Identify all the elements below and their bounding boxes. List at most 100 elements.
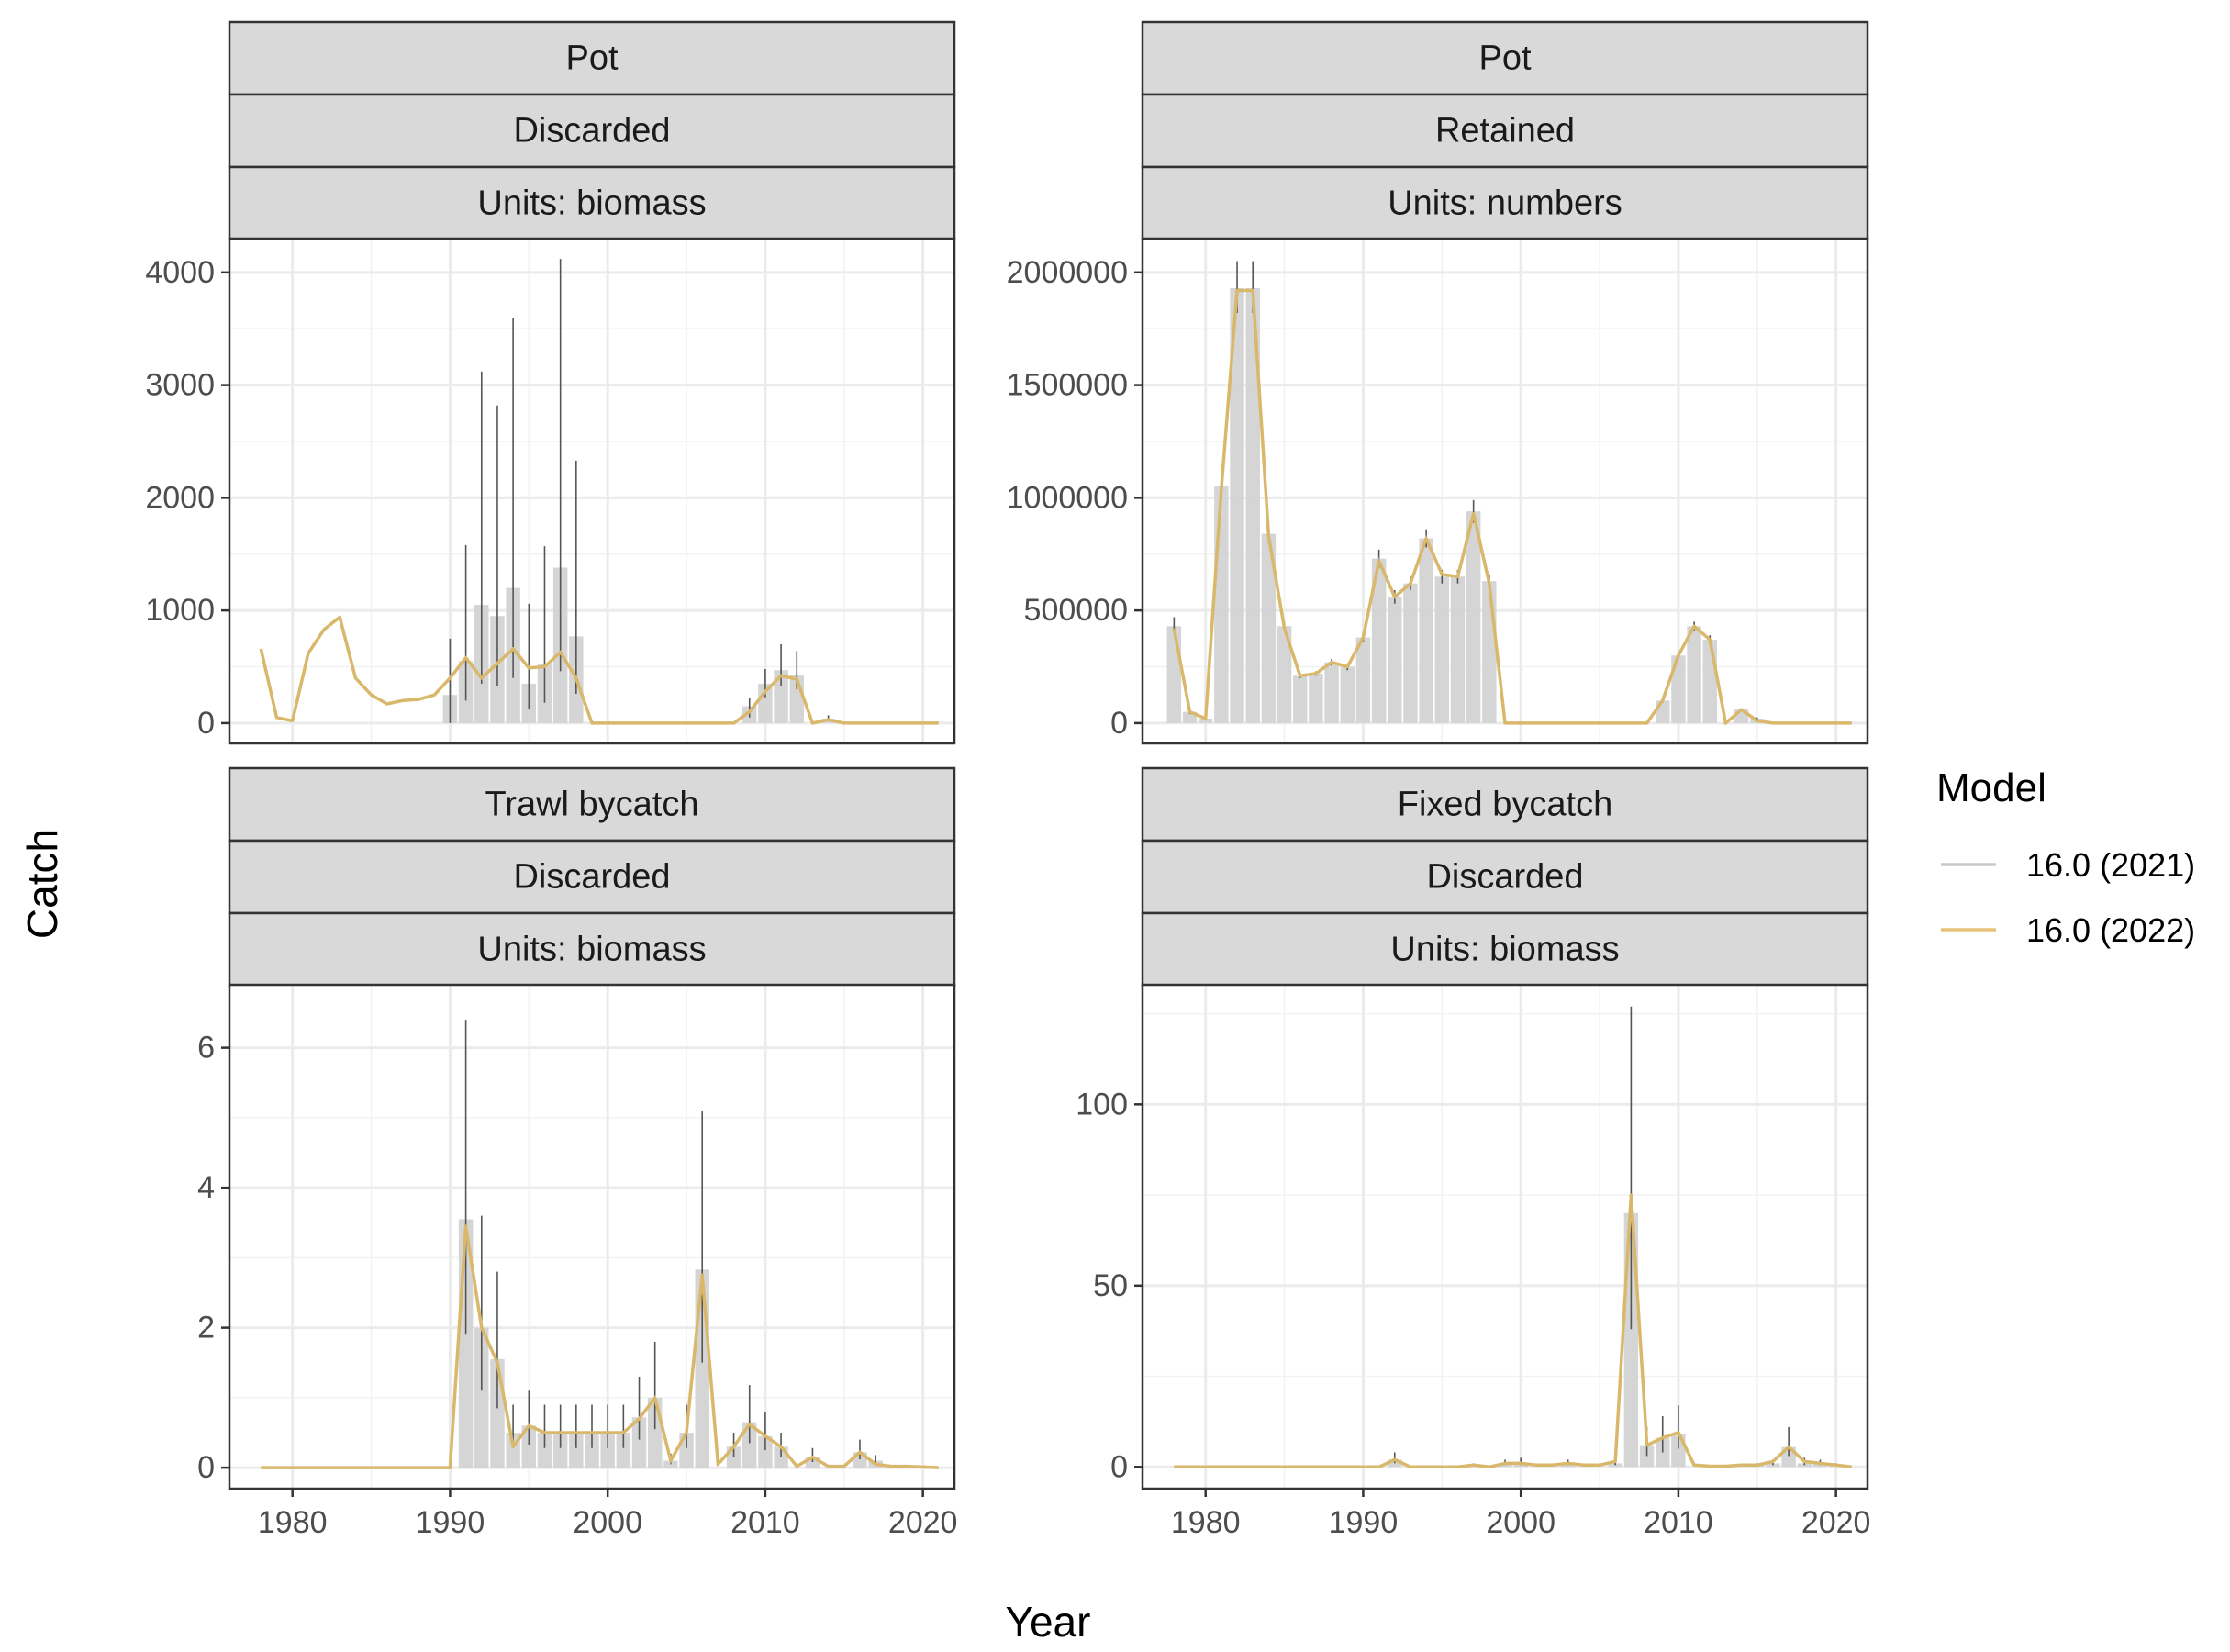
bar-2002 <box>631 1417 647 1468</box>
panel-border <box>1141 237 1869 745</box>
y-tick-label: 2000 <box>145 480 215 515</box>
strip-1 <box>228 766 956 843</box>
strip-1 <box>1141 20 1869 96</box>
strip-label-3: Units: biomass <box>477 931 706 969</box>
strip-2 <box>1141 93 1869 169</box>
bar-1992 <box>1388 597 1402 723</box>
strip-label-3: Units: biomass <box>1390 931 1619 969</box>
bar-1998 <box>1482 581 1497 723</box>
legend-title: Model <box>1936 765 2046 810</box>
bar-2009 <box>1656 1437 1670 1468</box>
x-tick-label: 1980 <box>258 1505 328 1540</box>
bar-2008 <box>1639 1445 1655 1468</box>
bar-2000 <box>600 1433 615 1468</box>
bar-1980 <box>1198 718 1213 723</box>
y-tick-label: 4000 <box>145 255 215 290</box>
bar-1985 <box>1277 626 1292 723</box>
y-tick-label: 0 <box>1110 1449 1128 1484</box>
y-tick-label: 0 <box>197 706 215 741</box>
series-line-2022 <box>1172 288 1852 725</box>
y-tick-label: 0 <box>1110 706 1128 741</box>
bar-1991 <box>1371 558 1387 723</box>
bar-2010 <box>1671 655 1686 723</box>
strip-2 <box>228 93 956 169</box>
y-tick-label: 1000000 <box>1007 480 1128 515</box>
bar-1993 <box>1403 583 1418 723</box>
bar-1978 <box>1166 626 1182 723</box>
strip-3 <box>228 165 956 241</box>
panel-3: Trawl bycatch Discarded Units: biomass 0 2 4 6… <box>197 766 958 1540</box>
x-tick-label: 2010 <box>730 1505 800 1540</box>
bar-1982 <box>1230 288 1244 723</box>
legend-label-2021: 16.0 (2021) <box>2026 846 2195 884</box>
series-line-2022 <box>261 1224 939 1469</box>
bar-2009 <box>1656 700 1670 723</box>
y-tick-label: 1000 <box>145 593 215 628</box>
bar-1988 <box>1324 662 1339 723</box>
strip-2 <box>1141 839 1869 915</box>
y-axis-title: Catch <box>18 829 66 939</box>
legend-label-2022: 16.0 (2022) <box>2026 911 2195 949</box>
y-tick-label: 100 <box>1076 1087 1128 1122</box>
bar-2001 <box>616 1433 631 1468</box>
bar-1989 <box>1340 666 1355 723</box>
strip-label-2: Discarded <box>513 112 670 151</box>
panel-border <box>228 983 956 1490</box>
y-tick-label: 2 <box>197 1311 215 1345</box>
bar-2010 <box>758 1435 773 1468</box>
y-tick-label: 4 <box>197 1170 215 1205</box>
strip-label-1: Pot <box>1478 39 1531 78</box>
panel-plot-area <box>229 239 954 743</box>
bar-2012 <box>1702 640 1717 723</box>
bar-2013 <box>805 1457 820 1468</box>
bar-2011 <box>1687 626 1701 723</box>
strip-3 <box>228 911 956 988</box>
strip-3 <box>1141 165 1869 241</box>
bar-1994 <box>1419 538 1433 723</box>
bar-1996 <box>537 1433 552 1468</box>
panel-plot-area <box>1143 985 1868 1489</box>
bar-1986 <box>1293 675 1308 723</box>
strip-label-1: Pot <box>565 39 618 78</box>
y-tick-label: 2000000 <box>1007 255 1128 290</box>
strip-label-2: Retained <box>1435 112 1575 151</box>
x-axis-title: Year <box>1006 1598 1091 1646</box>
y-tick-label: 1500000 <box>1007 368 1128 403</box>
y-tick-label: 0 <box>197 1450 215 1485</box>
legend: Model 16.0 (2021) 16.0 (2022) <box>1936 765 2195 949</box>
bar-2011 <box>774 670 788 723</box>
strip-label-3: Units: biomass <box>477 184 706 223</box>
bar-1995 <box>521 1425 537 1468</box>
y-tick-label: 6 <box>197 1031 215 1066</box>
strip-label-3: Units: numbers <box>1388 184 1622 223</box>
strip-3 <box>1141 911 1869 988</box>
bar-1984 <box>1261 533 1277 723</box>
bar-1990 <box>1355 637 1371 723</box>
bar-1998 <box>569 1433 584 1468</box>
bar-1992 <box>474 1327 489 1468</box>
plot-background <box>1143 985 1868 1489</box>
bar-1997 <box>1466 511 1481 723</box>
x-tick-label: 2020 <box>888 1505 958 1540</box>
panel-border <box>1141 983 1869 1490</box>
bar-1983 <box>1245 288 1260 723</box>
bar-2009 <box>742 1422 757 1468</box>
x-tick-label: 1980 <box>1171 1505 1241 1540</box>
plot-background <box>229 239 954 743</box>
x-tick-label: 1990 <box>1329 1505 1399 1540</box>
panel-plot-area <box>229 985 954 1489</box>
panel-2: Pot Retained Units: numbers 0 500000 1000000 1… <box>1007 20 1869 745</box>
bar-1997 <box>552 1433 568 1468</box>
strip-label-2: Discarded <box>1426 858 1583 897</box>
panel-1: Pot Discarded Units: biomass 0 1000 2000 3000 4… <box>145 20 956 745</box>
x-tick-label: 2000 <box>1486 1505 1555 1540</box>
x-tick-label: 2000 <box>573 1505 642 1540</box>
series-line-2022 <box>1174 1193 1853 1469</box>
y-tick-label: 3000 <box>145 368 215 403</box>
bar-1987 <box>1309 673 1323 723</box>
strip-label-1: Trawl bycatch <box>485 786 699 824</box>
strip-1 <box>228 20 956 96</box>
panel-plot-area <box>1143 239 1868 743</box>
y-tick-label: 500000 <box>1024 593 1128 628</box>
strip-label-2: Discarded <box>513 858 670 897</box>
